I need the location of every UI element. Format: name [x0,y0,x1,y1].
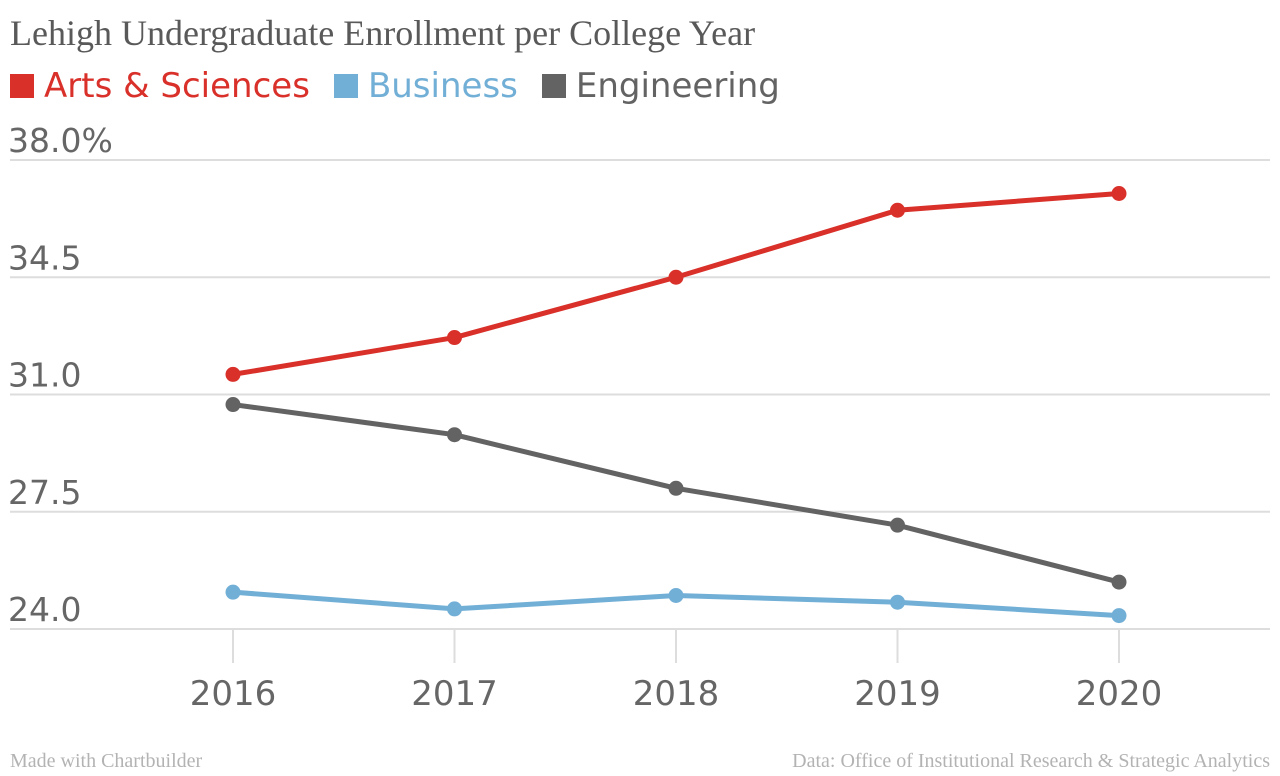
data-point [890,594,905,610]
data-point [225,397,241,413]
legend: Arts & Sciences Business Engineering [10,66,804,106]
data-point [668,480,684,496]
y-tick-label: 31.0 [8,356,81,395]
chart-title: Lehigh Undergraduate Enrollment per Coll… [10,13,756,53]
data-point [225,366,241,382]
data-point [668,269,684,285]
y-tick-label: 24.0 [8,590,81,629]
footer-source: Data: Office of Institutional Research &… [792,750,1270,772]
legend-label: Engineering [575,66,780,106]
y-tick-label: 27.5 [8,473,81,512]
legend-label: Arts & Sciences [44,66,310,106]
legend-swatch [541,74,566,98]
data-point [890,517,905,533]
legend-swatch [333,74,358,98]
legend-item-engineering: Engineering [541,66,780,106]
x-tick-label: 2016 [190,674,277,714]
x-tick-label: 2019 [854,674,941,714]
data-point [225,584,241,600]
data-point [447,330,462,346]
footer-credit: Made with Chartbuilder [10,750,203,772]
data-point [447,601,462,617]
y-tick-label: 34.5 [8,238,81,277]
y-tick-label: 38.0% [8,121,113,160]
data-point [447,427,462,443]
legend-item-arts-sciences: Arts & Sciences [10,66,310,106]
data-point [890,202,905,218]
x-tick-label: 2018 [633,674,720,714]
legend-swatch [10,74,34,98]
x-tick-label: 2020 [1076,674,1163,714]
data-point [1111,574,1127,590]
legend-item-business: Business [333,66,518,106]
legend-label: Business [367,66,518,106]
data-point [1111,608,1127,624]
data-point [1111,186,1127,201]
data-point [668,588,684,603]
x-tick-label: 2017 [411,674,498,714]
